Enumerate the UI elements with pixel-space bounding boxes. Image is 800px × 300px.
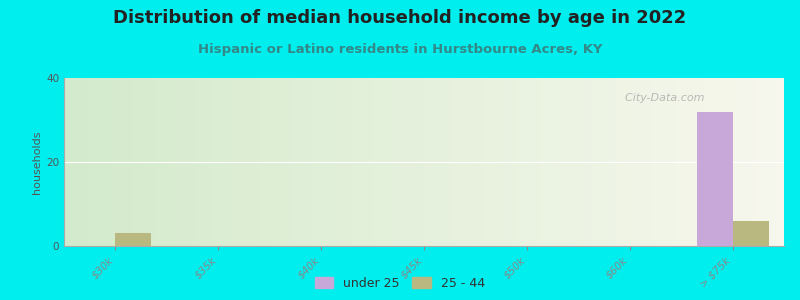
Bar (733, 221, 769, 246)
Bar (115, 233, 151, 246)
Bar (697, 112, 733, 246)
Y-axis label: households: households (32, 130, 42, 194)
Text: City-Data.com: City-Data.com (618, 93, 705, 103)
Text: Distribution of median household income by age in 2022: Distribution of median household income … (114, 9, 686, 27)
Text: Hispanic or Latino residents in Hurstbourne Acres, KY: Hispanic or Latino residents in Hurstbou… (198, 44, 602, 56)
Legend: under 25, 25 - 44: under 25, 25 - 44 (311, 273, 489, 294)
